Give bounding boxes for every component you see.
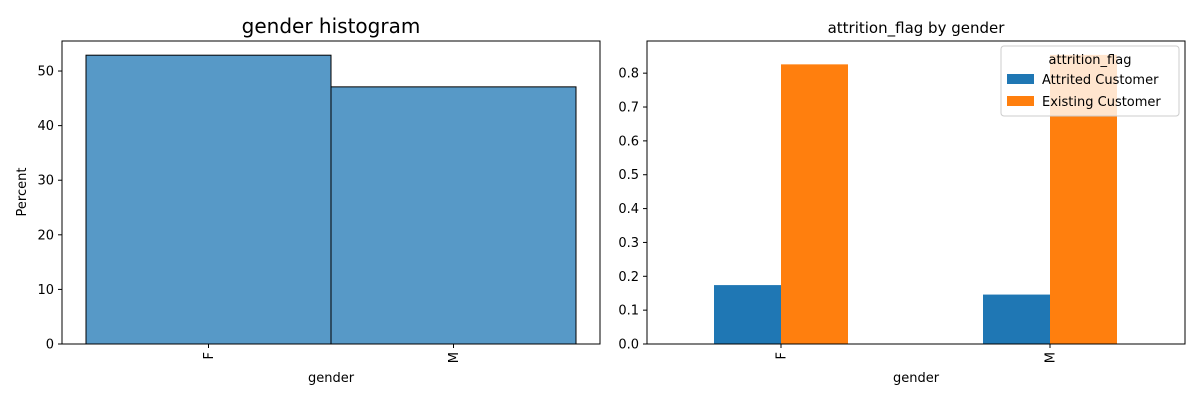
y-tick-label: 0.1	[618, 304, 639, 319]
legend-label-existing: Existing Customer	[1042, 95, 1161, 110]
histogram-bar-M	[330, 86, 577, 345]
y-tick-label: 0	[46, 338, 54, 353]
y-tick-label: 50	[37, 65, 54, 80]
y-tick-label: 40	[37, 119, 54, 134]
x-tick-label: F	[775, 352, 790, 359]
chart1-title: gender histogram	[242, 14, 421, 38]
y-tick-label: 0.3	[618, 236, 639, 251]
chart2-x-axis-label: gender	[893, 371, 940, 386]
x-tick-label: F	[202, 352, 217, 359]
legend-frame	[1000, 45, 1180, 117]
chart1-bars	[85, 54, 577, 345]
chart2-title: attrition_flag by gender	[828, 19, 1006, 38]
chart1-y-axis-label: Percent	[15, 168, 30, 217]
y-tick-label: 0.4	[618, 202, 639, 217]
chart1-x-axis-label: gender	[308, 371, 355, 386]
chart2-bars	[714, 54, 1117, 345]
histogram-bar-F	[85, 54, 332, 345]
y-tick-label: 0.6	[618, 134, 639, 149]
chart1-y-ticks: 0 10 20 30 40 50	[37, 65, 62, 353]
y-tick-label: 0.8	[618, 67, 639, 82]
legend-swatch-existing	[1007, 96, 1034, 106]
legend-label-attrited: Attrited Customer	[1042, 73, 1159, 88]
legend-swatch-attrited	[1007, 74, 1034, 84]
y-tick-label: 0.7	[618, 101, 639, 116]
y-tick-label: 0.2	[618, 270, 639, 285]
chart2-plot-frame	[646, 40, 1186, 345]
x-tick-label: M	[1044, 352, 1059, 363]
x-tick-label: M	[447, 352, 462, 363]
bar-attrited-customer-F	[714, 285, 781, 344]
bar-existing-customer-F	[781, 64, 848, 345]
y-tick-label: 0.0	[618, 338, 639, 353]
chart2-legend: attrition_flag Attrited Customer Existin…	[1000, 45, 1180, 117]
y-tick-label: 20	[37, 228, 54, 243]
attrition-by-gender-chart: attrition_flag by gender 0.0 0.1 0.2 0.3 0.4…	[618, 19, 1186, 386]
y-tick-label: 10	[37, 283, 54, 298]
y-tick-label: 30	[37, 174, 54, 189]
chart1-plot-frame	[61, 40, 601, 345]
bar-attrited-customer-M	[983, 294, 1050, 344]
legend-title: attrition_flag	[1049, 53, 1132, 68]
chart2-y-ticks: 0.0 0.1 0.2 0.3 0.4 0.5 0.6 0.7 0.8	[618, 67, 647, 353]
y-tick-label: 0.5	[618, 168, 639, 183]
